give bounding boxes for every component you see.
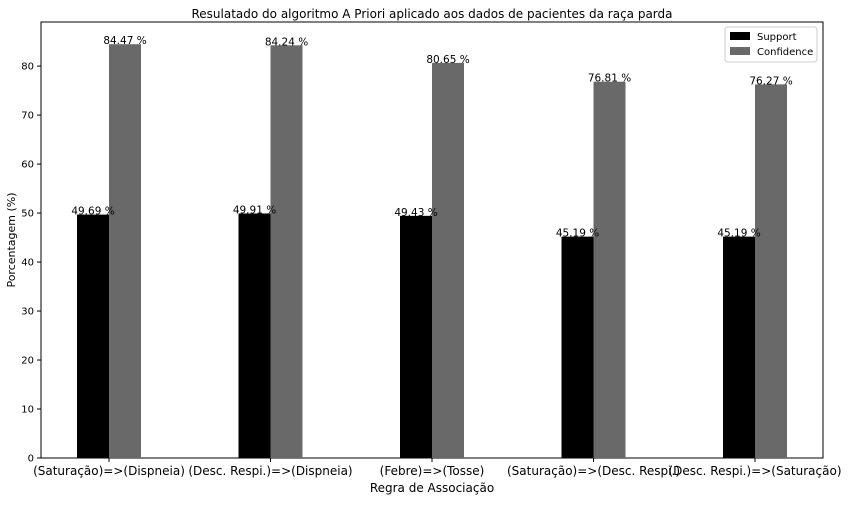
x-tick-label: (Saturação)=>(Dispneia) <box>33 464 185 478</box>
bars-layer <box>77 44 787 459</box>
bar-confidence-1 <box>109 44 141 459</box>
bar-support-5 <box>723 236 755 458</box>
y-tick-label: 50 <box>21 209 34 220</box>
x-tick-label: (Desc. Respi.)=>(Saturação) <box>669 464 842 478</box>
bar-support-4 <box>561 236 594 458</box>
legend-label-confidence: Confidence <box>757 47 813 58</box>
y-tick-label: 20 <box>21 356 34 367</box>
y-axis-label: Porcentagem (%) <box>5 192 18 287</box>
bar-support-1 <box>77 214 109 458</box>
y-tick-label: 60 <box>21 160 34 171</box>
x-axis: (Saturação)=>(Dispneia) (Desc. Respi.)=>(… <box>33 458 842 478</box>
x-axis-label: Regra de Associação <box>370 481 494 495</box>
data-label-support-1: 49.69 % <box>71 206 114 218</box>
data-label-confidence-2: 84.24 % <box>265 36 308 48</box>
data-label-confidence-3: 80.65 % <box>426 54 469 66</box>
bar-confidence-3 <box>432 62 464 459</box>
data-label-confidence-5: 76.27 % <box>749 75 792 87</box>
y-axis: 0 10 20 30 40 50 60 70 80 <box>21 62 41 465</box>
bar-confidence-2 <box>270 45 303 458</box>
y-tick-label: 80 <box>21 62 34 73</box>
data-label-confidence-1: 84.47 % <box>103 35 146 47</box>
x-tick-label: (Saturação)=>(Desc. Respi.) <box>507 464 680 478</box>
data-label-support-3: 49.43 % <box>394 207 437 219</box>
y-tick-label: 10 <box>21 405 34 416</box>
legend-label-support: Support <box>757 32 797 43</box>
data-label-support-2: 49.91 % <box>233 204 276 216</box>
chart-title: Resulatado do algoritmo A Priori aplicad… <box>191 7 672 21</box>
bar-support-3 <box>400 215 432 458</box>
y-tick-label: 70 <box>21 111 34 122</box>
x-tick-label: (Febre)=>(Tosse) <box>380 464 485 478</box>
bar-confidence-5 <box>755 84 787 458</box>
data-label-support-4: 45.19 % <box>556 228 599 240</box>
y-tick-label: 30 <box>21 307 34 318</box>
legend: Support Confidence <box>724 26 818 63</box>
data-labels: 49.69 % 49.91 % 49.43 % 45.19 % 45.19 % 84.47… <box>71 35 792 239</box>
legend-swatch-support <box>730 32 750 40</box>
legend-swatch-confidence <box>730 47 750 55</box>
data-label-confidence-4: 76.81 % <box>588 73 631 85</box>
bar-support-2 <box>238 213 271 458</box>
y-tick-label: 40 <box>21 258 34 269</box>
y-tick-label: 0 <box>28 454 34 465</box>
x-tick-label: (Desc. Respi.)=>(Dispneia) <box>188 464 352 478</box>
bar-confidence-4 <box>593 81 626 459</box>
data-label-support-5: 45.19 % <box>717 228 760 240</box>
